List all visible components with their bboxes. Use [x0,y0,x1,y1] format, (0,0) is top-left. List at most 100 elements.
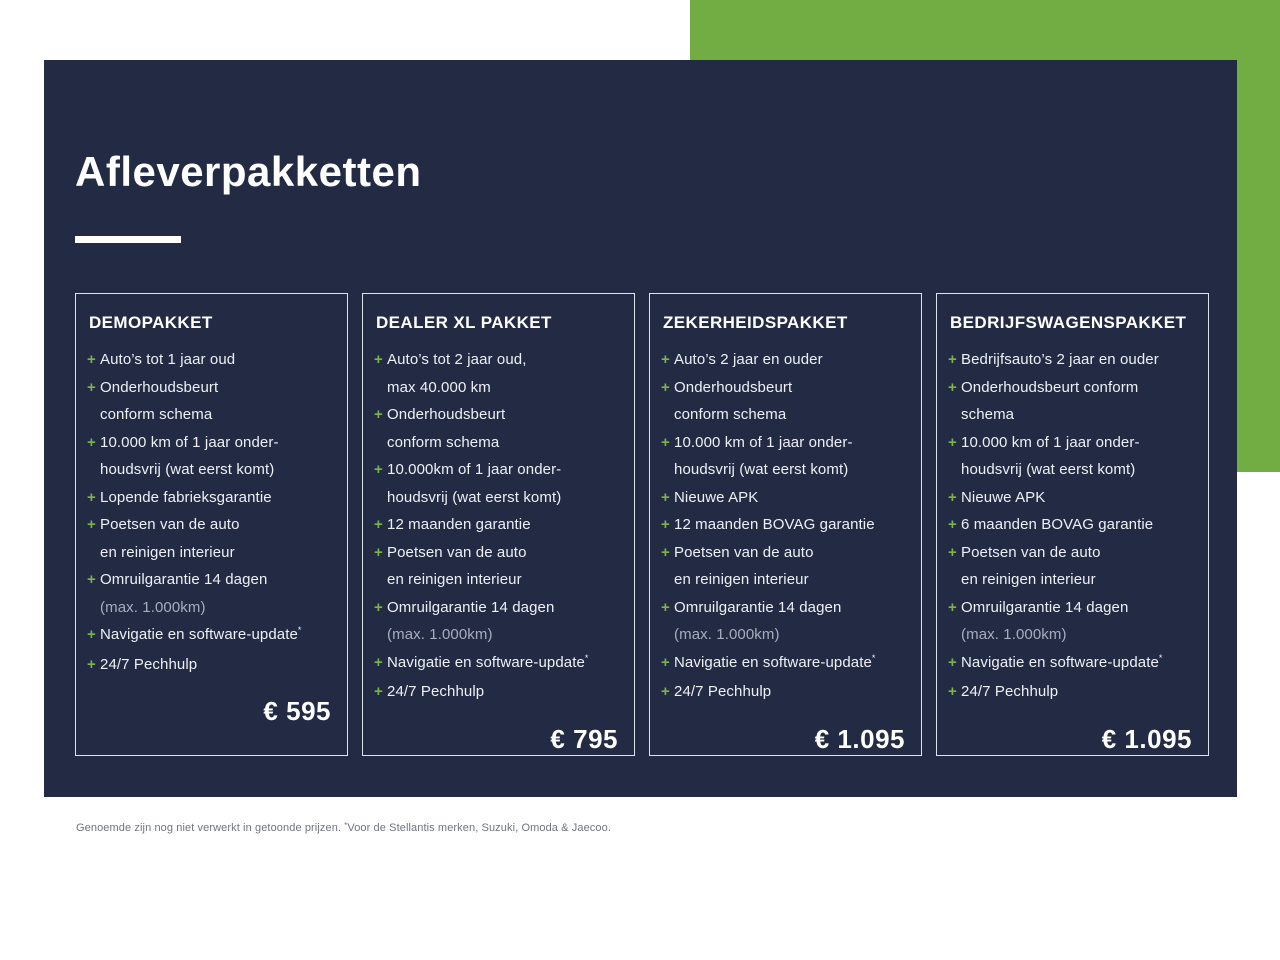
feature-text: 12 maanden garantie [387,511,620,539]
package-price: € 1.095 [1101,723,1192,754]
feature-text: 10.000 km of 1 jaar onder-houdsvrij (wat… [674,429,907,484]
packages-row: DEMOPAKKET + Auto’s tot 1 jaar oud + Onderho… [75,293,1209,756]
plus-icon: + [661,378,670,396]
feature-line: Onderhoudsbeurt [387,406,506,423]
feature-line: 24/7 Pechhulp [674,683,772,700]
feature-item: + Navigatie en software-update* [948,649,1194,679]
feature-line: en reinigen interieur [674,571,809,588]
feature-line: Navigatie en software-update* [100,625,302,643]
feature-text: 6 maanden BOVAG garantie [961,511,1194,539]
feature-line: Lopende fabrieksgarantie [100,488,272,506]
feature-line: houdsvrij (wat eerst komt) [100,461,275,478]
feature-line: houdsvrij (wat eerst komt) [387,488,562,506]
plus-icon: + [661,543,670,561]
feature-text: Onderhoudsbeurt conform schema [674,374,907,429]
feature-item: + Nieuwe APK [948,484,1194,512]
feature-item: + Navigatie en software-update* [661,649,907,679]
feature-line: Bedrijfsauto’s 2 jaar en ouder [961,351,1159,368]
feature-text: Onderhoudsbeurt conform schema [100,374,333,429]
feature-item: +12 maanden BOVAG garantie [661,511,907,539]
plus-icon: + [661,433,670,451]
package-price: € 795 [550,723,618,754]
feature-text: Poetsen van de auto en reinigen interieur [100,511,333,566]
feature-text: Omruilgarantie 14 dagen (max. 1.000km) [100,566,333,621]
feature-text: Nieuwe APK [674,484,907,512]
feature-item: +12 maanden garantie [374,511,620,539]
title-underline [75,236,181,243]
package-title: ZEKERHEIDSPAKKET [663,313,848,332]
feature-line: Nieuwe APK [961,488,1046,506]
feature-text: Bedrijfsauto’s 2 jaar en ouder [961,346,1194,374]
plus-icon: + [948,653,957,671]
feature-item: + Poetsen van de auto en reinigen interieu… [948,539,1194,594]
feature-item: + Onderhoudsbeurt conform schema [948,374,1194,429]
feature-item: +24/7 Pechhulp [661,678,907,706]
plus-icon: + [374,516,383,533]
feature-line: (max. 1.000km) [387,626,493,643]
feature-line: en reinigen interieur [100,543,235,561]
plus-icon: + [661,351,670,368]
feature-text: Onderhoudsbeurt conform schema [387,401,620,456]
feature-line: max 40.000 km [387,378,491,396]
plus-icon: + [948,543,957,561]
feature-item: + Omruilgarantie 14 dagen (max. 1.000km) [948,594,1194,649]
plus-icon: + [87,433,96,451]
plus-icon: + [948,516,957,533]
feature-text: Auto’s tot 2 jaar oud, max 40.000 km [387,346,620,401]
feature-line: 12 maanden garantie [387,516,531,533]
feature-line: 6 maanden BOVAG garantie [961,516,1154,533]
footnote-marker: * [871,652,876,663]
feature-text: Navigatie en software-update* [100,621,333,651]
plus-icon: + [87,351,96,368]
feature-line: Auto’s 2 jaar en ouder [674,351,823,368]
package-title: DEMOPAKKET [89,313,213,332]
feature-line: 24/7 Pechhulp [961,683,1059,700]
feature-text: 24/7 Pechhulp [961,678,1194,706]
feature-text: Poetsen van de auto en reinigen interieur [674,539,907,594]
plus-icon: + [661,653,670,671]
package-card-zekerheidspakket: ZEKERHEIDSPAKKET + Auto’s 2 jaar en ouder +… [649,293,922,756]
plus-icon: + [948,683,957,700]
plus-icon: + [374,461,383,478]
feature-line: Navigatie en software-update* [387,652,589,671]
plus-icon: + [374,653,383,671]
feature-line: 10.000 km of 1 jaar onder- [674,433,853,451]
feature-item: + Omruilgarantie 14 dagen (max. 1.000km) [374,594,620,649]
package-card-dealer-xl-pakket: DEALER XL PAKKET + Auto’s tot 2 jaar oud, m… [362,293,635,756]
feature-text: Omruilgarantie 14 dagen (max. 1.000km) [961,594,1194,649]
feature-text: Omruilgarantie 14 dagen (max. 1.000km) [674,594,907,649]
footnote-asterisk: * [344,821,348,830]
feature-line: 10.000km of 1 jaar onder- [387,461,562,478]
feature-text: 24/7 Pechhulp [100,651,333,679]
footnote-marker: * [584,652,589,663]
feature-line: Auto’s tot 2 jaar oud, [387,351,527,368]
feature-item: +6 maanden BOVAG garantie [948,511,1194,539]
feature-line: (max. 1.000km) [100,598,206,616]
feature-text: Auto’s 2 jaar en ouder [674,346,907,374]
plus-icon: + [661,598,670,616]
plus-icon: + [661,488,670,506]
feature-line: Navigatie en software-update* [961,652,1163,671]
plus-icon: + [87,655,96,673]
plus-icon: + [374,406,383,423]
feature-item: + Lopende fabrieksgarantie [87,484,333,512]
plus-icon: + [87,516,96,533]
feature-item: +24/7 Pechhulp [948,678,1194,706]
plus-icon: + [948,488,957,506]
feature-line: Omruilgarantie 14 dagen [387,598,555,616]
package-title: BEDRIJFSWAGENSPAKKET [950,313,1187,332]
package-card-demopakket: DEMOPAKKET + Auto’s tot 1 jaar oud + Onderho… [75,293,348,756]
feature-line: 10.000 km of 1 jaar onder- [100,433,279,451]
package-title: DEALER XL PAKKET [376,313,552,332]
plus-icon: + [948,598,957,616]
feature-line: 24/7 Pechhulp [387,683,485,700]
feature-item: + Navigatie en software-update* [374,649,620,679]
footnote-text-after: Voor de Stellantis merken, Suzuki, Omoda… [347,822,611,834]
feature-line: (max. 1.000km) [961,626,1067,643]
feature-item: + Auto’s 2 jaar en ouder [661,346,907,374]
footnote-text-before: Genoemde zijn nog niet verwerkt in getoo… [76,822,345,834]
feature-item: + Poetsen van de auto en reinigen interieu… [87,511,333,566]
feature-text: 24/7 Pechhulp [674,678,907,706]
feature-line: houdsvrij (wat eerst komt) [961,461,1136,478]
feature-item: + Onderhoudsbeurt conform schema [661,374,907,429]
